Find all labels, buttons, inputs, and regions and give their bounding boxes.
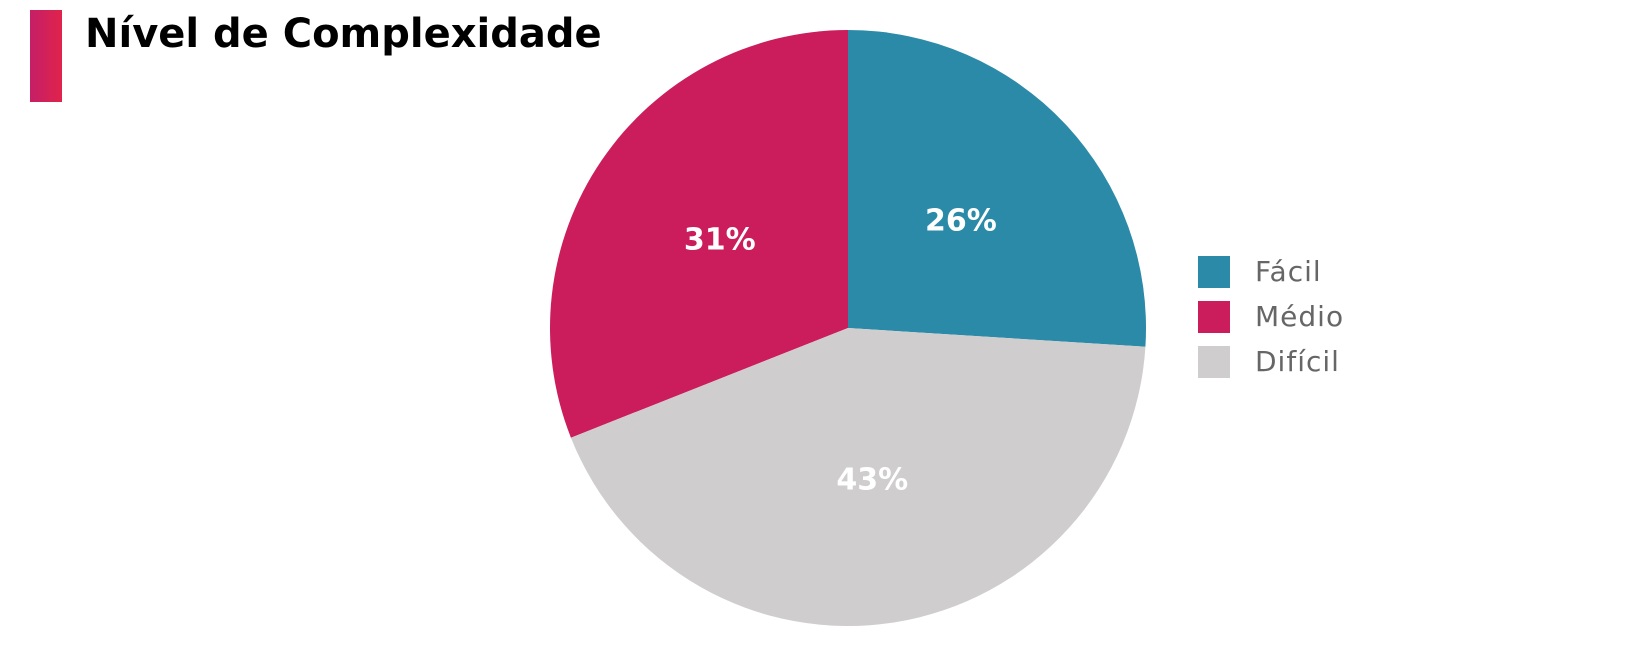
pie-slice [848,30,1146,347]
chart-title: Nível de Complexidade [85,11,602,57]
pie-slice [550,30,848,438]
legend-label: Fácil [1255,255,1322,288]
title-accent [30,10,62,102]
legend-swatch [1198,256,1230,288]
legend-label: Difícil [1255,345,1340,378]
legend-swatch [1198,346,1230,378]
legend-swatch [1198,301,1230,333]
legend-label: Médio [1255,300,1344,333]
pie-slice [570,328,1146,626]
slice-label: 31% [684,222,756,257]
slice-label: 43% [836,463,908,498]
slice-label: 26% [925,203,997,238]
